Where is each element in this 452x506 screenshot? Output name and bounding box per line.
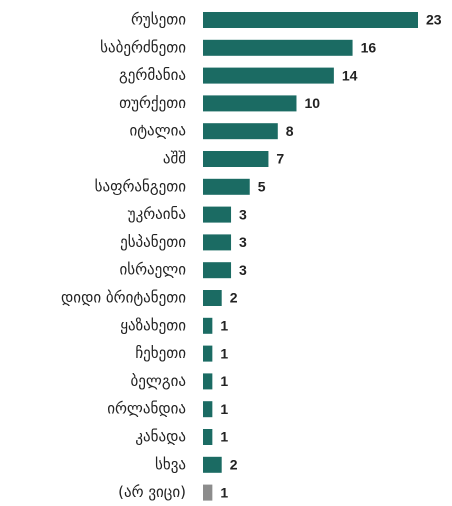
category-label: ესპანეთი (120, 233, 186, 251)
category-label: აშშ (163, 150, 186, 168)
bar (203, 123, 278, 140)
value-label: 7 (276, 151, 284, 167)
category-label: დიდი ბრიტანეთი (61, 289, 186, 307)
category-label: იტალია (129, 122, 186, 140)
bar (203, 345, 213, 362)
bar (203, 484, 213, 501)
value-label: 14 (342, 67, 358, 83)
category-label: გერმანია (119, 66, 186, 84)
bar (203, 234, 232, 251)
value-label: 10 (304, 95, 320, 111)
bar (203, 95, 297, 112)
category-label: ირლანდია (107, 400, 186, 418)
bar (203, 262, 232, 279)
bar (203, 317, 213, 334)
value-label: 16 (361, 40, 377, 56)
category-label: კანადა (135, 428, 186, 446)
bar (203, 151, 269, 167)
value-label: 2 (230, 290, 238, 306)
value-label: 5 (258, 179, 266, 195)
category-label: თურქეთი (119, 94, 186, 112)
category-label: ბელგია (131, 372, 186, 390)
bar (203, 206, 232, 223)
bar (203, 12, 418, 28)
category-label: რუსეთი (131, 11, 186, 29)
bar (203, 178, 250, 195)
value-label: 2 (230, 457, 238, 473)
category-label: საფრანგეთი (95, 177, 187, 195)
value-label: 1 (220, 484, 228, 500)
bar (203, 39, 353, 56)
category-label: სხვა (155, 455, 186, 473)
category-label: ისრაელი (119, 261, 186, 279)
value-label: 8 (286, 123, 294, 139)
bar (203, 456, 222, 473)
bar (203, 290, 222, 306)
bar (203, 429, 213, 445)
value-label: 1 (220, 373, 228, 389)
value-label: 1 (220, 401, 228, 417)
bar (203, 373, 213, 390)
value-label: 23 (426, 12, 442, 28)
value-label: 1 (220, 345, 228, 361)
bar (203, 401, 213, 418)
value-label: 3 (239, 234, 247, 250)
value-label: 3 (239, 206, 247, 222)
value-label: 1 (220, 318, 228, 334)
category-label: ჩეხეთი (135, 344, 186, 362)
value-label: 3 (239, 262, 247, 278)
category-label: (არ ვიცი) (118, 483, 186, 501)
value-label: 1 (220, 429, 228, 445)
category-label: უკრაინა (128, 205, 186, 223)
category-label: ყაზახეთი (120, 316, 186, 334)
category-label: საბერძნეთი (100, 38, 186, 56)
bar (203, 67, 334, 84)
